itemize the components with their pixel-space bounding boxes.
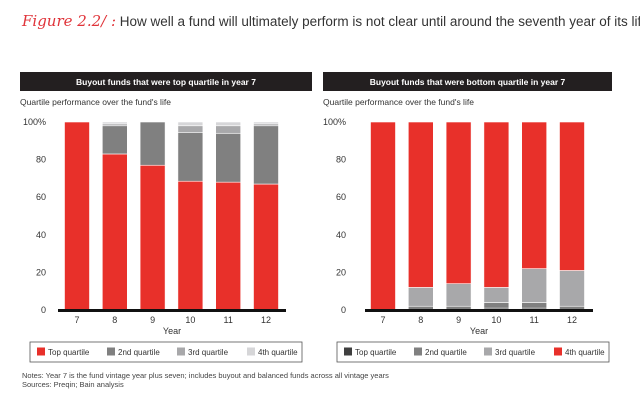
x-tick-label: 8	[418, 315, 423, 325]
figure-label: Figure 2.2/ :	[22, 12, 117, 30]
bar-segment-2nd-quartile	[102, 125, 128, 155]
sources-text: Sources: Preqin; Bain analysis	[22, 380, 124, 389]
x-tick-label: 9	[456, 315, 461, 325]
legend-swatch	[107, 347, 115, 356]
y-tick-label: 0	[41, 305, 46, 315]
legend-label: 2nd quartile	[118, 348, 160, 357]
legend-swatch	[414, 347, 422, 356]
legend-label: 4th quartile	[258, 348, 298, 357]
bar-segment-3rd-quartile	[559, 270, 585, 307]
x-axis-title: Year	[470, 326, 488, 336]
notes-text: Notes: Year 7 is the fund vintage year p…	[22, 371, 389, 380]
legend-swatch	[247, 347, 255, 356]
bar-segment-2nd-quartile	[215, 132, 241, 183]
legend-label: 4th quartile	[565, 348, 605, 357]
y-tick-label: 20	[36, 267, 46, 277]
bar-segment-4th-quartile	[407, 121, 434, 288]
legend-swatch	[344, 347, 352, 356]
bar-segment-2nd-quartile	[253, 125, 279, 185]
legend-label: Top quartile	[355, 348, 397, 357]
x-tick-label: 11	[224, 315, 233, 325]
y-tick-label: 60	[36, 192, 46, 202]
x-tick-label: 12	[567, 315, 577, 325]
bar-segment-2nd-quartile	[483, 302, 510, 309]
bar-segment-4th-quartile	[253, 121, 279, 125]
y-tick-label: 80	[36, 155, 46, 165]
panel-subtitle: Quartile performance over the fund's lif…	[323, 97, 474, 107]
bar-segment-4th-quartile	[559, 121, 585, 271]
panel-subtitle: Quartile performance over the fund's lif…	[20, 97, 171, 107]
legend-label: 2nd quartile	[425, 348, 467, 357]
bar-segment-top-quartile	[139, 164, 166, 311]
bar-segment-3rd-quartile	[483, 287, 510, 303]
legend-label: 3rd quartile	[495, 348, 536, 357]
notes: Notes: Year 7 is the fund vintage year p…	[22, 371, 389, 389]
bar-segment-4th-quartile	[445, 121, 472, 284]
x-tick-label: 7	[74, 315, 79, 325]
legend-label: Top quartile	[48, 348, 90, 357]
panel-title: Buyout funds that were bottom quartile i…	[370, 77, 566, 87]
bar-segment-top-quartile	[102, 153, 128, 311]
bar-segment-2nd-quartile	[521, 302, 548, 309]
y-tick-label: 40	[336, 230, 346, 240]
legend-label: 3rd quartile	[188, 348, 229, 357]
bar-segment-top-quartile	[177, 180, 204, 311]
x-tick-label: 7	[380, 315, 385, 325]
legend-box	[29, 341, 303, 363]
y-tick-label: 100%	[323, 117, 346, 127]
x-tick-label: 10	[491, 315, 501, 325]
panel-header	[323, 72, 612, 91]
y-tick-label: 60	[336, 192, 346, 202]
x-axis-baseline	[58, 309, 286, 312]
bar-segment-3rd-quartile	[445, 283, 472, 307]
y-tick-label: 100%	[23, 117, 46, 127]
bar-segment-4th-quartile	[102, 121, 128, 125]
figure-title: Figure 2.2/ : How well a fund will ultim…	[22, 12, 640, 30]
x-tick-label: 8	[112, 315, 117, 325]
y-tick-label: 0	[341, 305, 346, 315]
legend-swatch	[484, 347, 492, 356]
bar-segment-3rd-quartile	[521, 268, 548, 303]
x-axis-baseline	[365, 309, 593, 312]
bar-segment-4th-quartile	[370, 121, 396, 311]
figure-heading: How well a fund will ultimately perform …	[119, 14, 640, 29]
legend-swatch	[37, 347, 45, 356]
bar-segment-2nd-quartile	[139, 121, 166, 166]
bar-segment-3rd-quartile	[177, 125, 204, 133]
panel-header	[20, 72, 312, 91]
bar-segment-3rd-quartile	[215, 125, 241, 134]
x-tick-label: 9	[150, 315, 155, 325]
bar-segment-3rd-quartile	[407, 287, 434, 307]
legend-swatch	[177, 347, 185, 356]
bar-segment-4th-quartile	[215, 121, 241, 127]
chart-panel-2: Buyout funds that were bottom quartile i…	[323, 72, 612, 363]
chart-panel-1: Buyout funds that were top quartile in y…	[20, 72, 312, 363]
bar-segment-4th-quartile	[521, 121, 548, 269]
bar-segment-top-quartile	[215, 181, 241, 311]
x-tick-label: 12	[261, 315, 271, 325]
bar-segment-2nd-quartile	[177, 132, 204, 182]
y-tick-label: 20	[336, 267, 346, 277]
legend-box	[336, 341, 610, 363]
x-axis-title: Year	[163, 326, 181, 336]
bar-segment-top-quartile	[64, 121, 90, 311]
bar-segment-4th-quartile	[177, 121, 204, 127]
y-tick-label: 40	[36, 230, 46, 240]
x-tick-label: 11	[530, 315, 539, 325]
panel-title: Buyout funds that were top quartile in y…	[76, 77, 256, 87]
y-tick-label: 80	[336, 155, 346, 165]
bar-segment-4th-quartile	[483, 121, 510, 288]
bar-segment-top-quartile	[253, 183, 279, 311]
x-tick-label: 10	[185, 315, 195, 325]
legend-swatch	[554, 347, 562, 356]
